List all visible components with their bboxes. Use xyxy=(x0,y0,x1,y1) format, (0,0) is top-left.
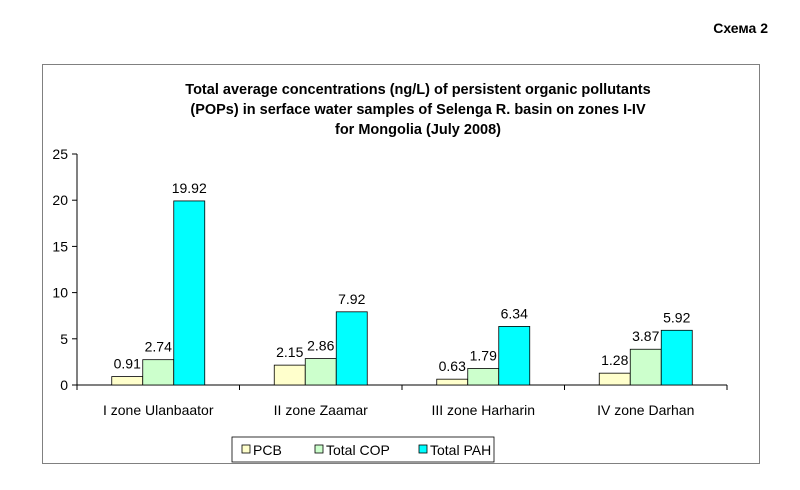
bar-total-pah xyxy=(498,326,531,386)
bar-total-cop xyxy=(142,359,175,386)
data-label: 5.92 xyxy=(663,309,690,325)
y-tick-label: 20 xyxy=(52,192,68,208)
data-label: 0.91 xyxy=(114,356,141,372)
bar-pcb xyxy=(436,378,469,386)
x-category-label: II zone Zaamar xyxy=(274,402,368,418)
data-label: 2.86 xyxy=(307,338,334,354)
data-label: 0.63 xyxy=(439,358,466,374)
legend-swatch-total-pah xyxy=(418,444,428,454)
x-category-label: I zone Ulanbaator xyxy=(103,402,214,418)
data-label: 1.79 xyxy=(470,347,497,363)
chart-title-line: (POPs) in serface water samples of Selen… xyxy=(190,102,646,118)
chart-title-line: for Mongolia (July 2008) xyxy=(335,122,501,138)
y-tick-label: 10 xyxy=(52,285,68,301)
legend-swatch-pcb xyxy=(241,444,251,454)
bar-total-pah xyxy=(335,311,368,386)
bar-total-pah xyxy=(660,329,693,386)
x-category-label: III zone Harharin xyxy=(432,402,536,418)
bar-total-pah xyxy=(173,200,206,386)
y-tick-label: 0 xyxy=(60,377,68,393)
bar-pcb xyxy=(273,364,306,386)
data-label: 2.15 xyxy=(276,344,303,360)
data-label: 19.92 xyxy=(172,180,207,196)
y-tick-label: 5 xyxy=(60,331,68,347)
data-label: 3.87 xyxy=(632,328,659,344)
chart-frame xyxy=(42,64,760,464)
y-tick-label: 15 xyxy=(52,238,68,254)
legend-label-pcb: PCB xyxy=(253,442,282,458)
data-label: 6.34 xyxy=(501,305,528,321)
x-category-label: IV zone Darhan xyxy=(597,402,694,418)
data-label: 2.74 xyxy=(145,339,172,355)
legend-swatch-total-cop xyxy=(314,444,324,454)
y-tick-label: 25 xyxy=(52,146,68,162)
legend-label-total-cop: Total COP xyxy=(326,442,390,458)
bar-total-cop xyxy=(467,368,500,386)
chart-title-line: Total average concentrations (ng/L) of p… xyxy=(185,82,650,98)
data-label: 7.92 xyxy=(338,291,365,307)
legend-label-total-pah: Total PAH xyxy=(430,442,491,458)
bar-pcb xyxy=(111,376,144,386)
bar-pcb xyxy=(598,372,631,386)
bar-total-cop xyxy=(304,358,337,386)
bar-total-cop xyxy=(629,348,662,386)
scheme-label: Схема 2 xyxy=(713,20,768,36)
legend-box xyxy=(231,436,495,463)
data-label: 1.28 xyxy=(601,352,628,368)
